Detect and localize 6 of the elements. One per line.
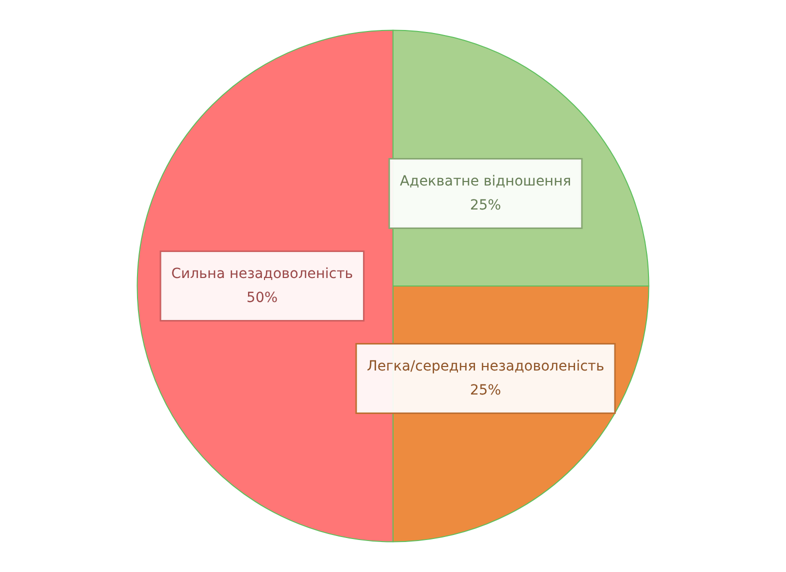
data-label: 50%	[246, 290, 278, 306]
slice-label: Адекватне відношення	[400, 173, 572, 190]
data-label: 25%	[470, 197, 502, 214]
slice-label: Легка/середня незадоволеність	[366, 358, 604, 375]
slice-label: Сильна незадоволеність	[171, 266, 354, 282]
data-label: 25%	[470, 382, 502, 399]
